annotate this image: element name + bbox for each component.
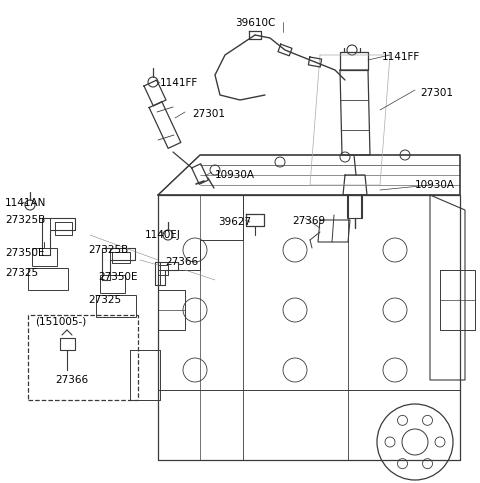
Text: 27369: 27369 bbox=[292, 216, 325, 226]
Text: 39627: 39627 bbox=[218, 217, 251, 227]
Bar bbox=[28, 315, 138, 400]
Text: 27325B: 27325B bbox=[5, 215, 45, 225]
Text: 27301: 27301 bbox=[420, 88, 453, 98]
Text: (151005-): (151005-) bbox=[35, 317, 86, 327]
Text: 27366: 27366 bbox=[165, 257, 198, 267]
Text: 1140EJ: 1140EJ bbox=[145, 230, 181, 240]
Text: 1141FF: 1141FF bbox=[382, 52, 420, 62]
Text: 27350E: 27350E bbox=[98, 272, 137, 282]
Text: 1141AN: 1141AN bbox=[5, 198, 47, 208]
Bar bbox=[340, 52, 368, 70]
Text: 10930A: 10930A bbox=[415, 180, 455, 190]
Text: 27366: 27366 bbox=[55, 375, 88, 385]
Text: 27301: 27301 bbox=[192, 109, 225, 119]
Text: 27350E: 27350E bbox=[5, 248, 45, 258]
Bar bbox=[28, 268, 68, 290]
Bar bbox=[32, 248, 57, 266]
Bar bbox=[96, 295, 136, 317]
Bar bbox=[100, 275, 125, 293]
Text: 27325: 27325 bbox=[88, 295, 121, 305]
Text: 1141FF: 1141FF bbox=[160, 78, 198, 88]
Text: 39610C: 39610C bbox=[235, 18, 275, 28]
Text: 27325B: 27325B bbox=[88, 245, 128, 255]
Text: 10930A: 10930A bbox=[215, 170, 255, 180]
Text: 27325: 27325 bbox=[5, 268, 38, 278]
